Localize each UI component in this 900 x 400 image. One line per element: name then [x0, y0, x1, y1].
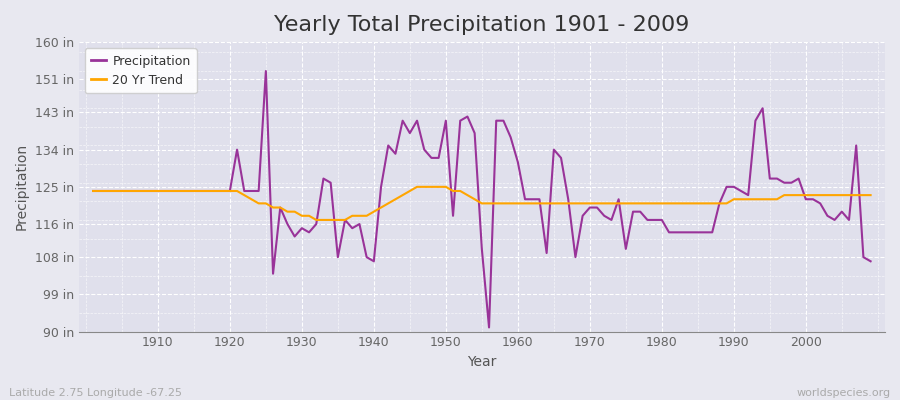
Legend: Precipitation, 20 Yr Trend: Precipitation, 20 Yr Trend	[85, 48, 197, 93]
Text: worldspecies.org: worldspecies.org	[796, 388, 891, 398]
Y-axis label: Precipitation: Precipitation	[15, 143, 29, 230]
X-axis label: Year: Year	[467, 355, 497, 369]
Title: Yearly Total Precipitation 1901 - 2009: Yearly Total Precipitation 1901 - 2009	[274, 15, 689, 35]
Text: Latitude 2.75 Longitude -67.25: Latitude 2.75 Longitude -67.25	[9, 388, 182, 398]
